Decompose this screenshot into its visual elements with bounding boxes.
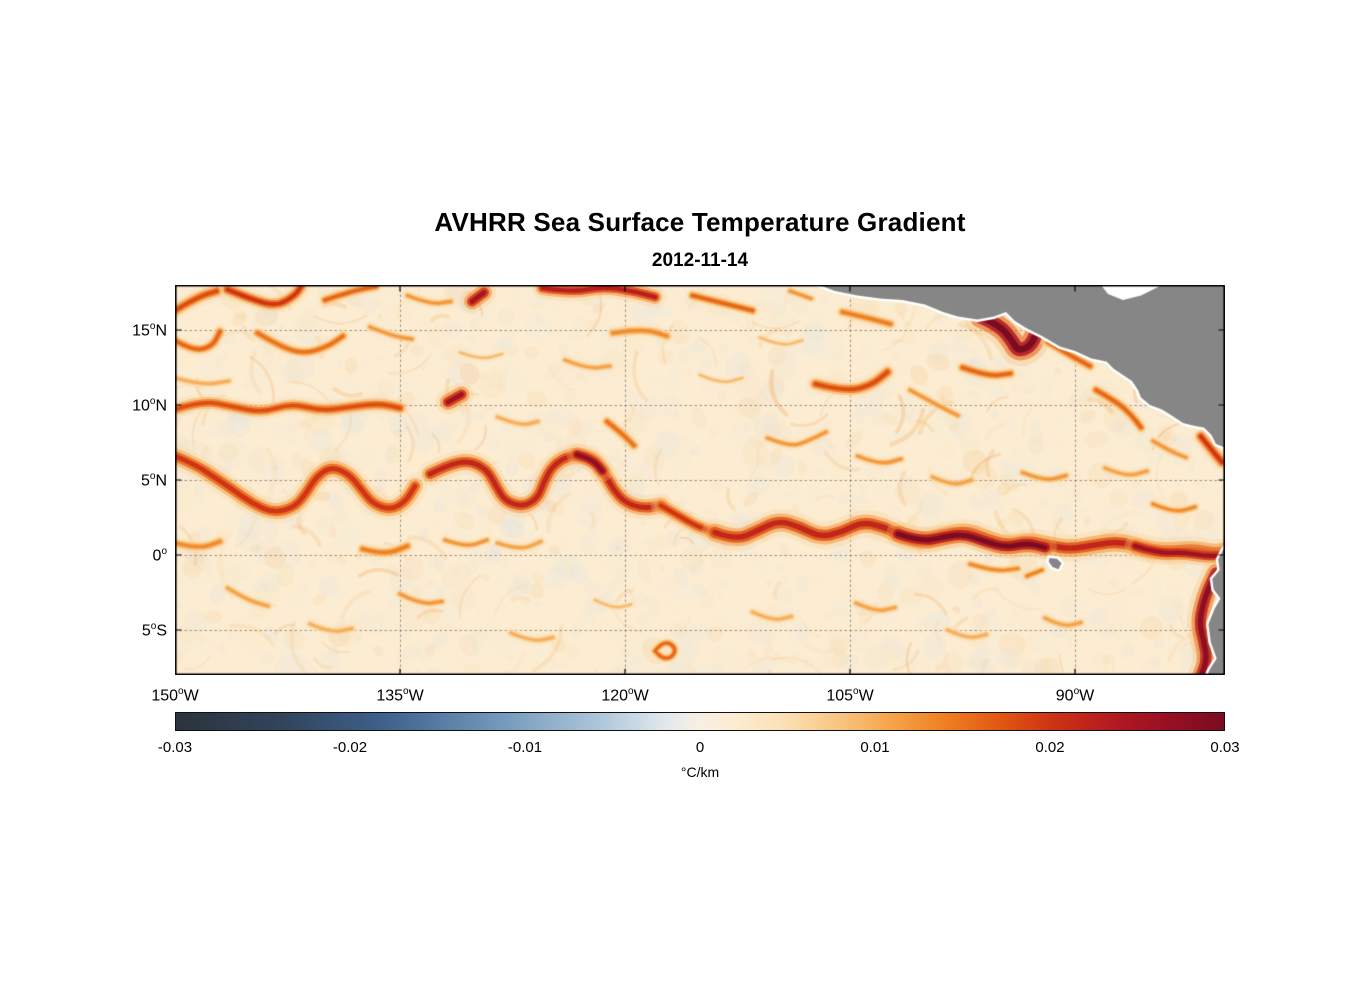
y-axis-tick-label: 10oN <box>132 396 167 415</box>
y-axis-tick-label: 5oN <box>140 471 167 490</box>
map-plot-area: 150oW 135oW 120oW 105oW 90oW 15oN 10oN 5oN 0o 5oS <box>132 285 1225 704</box>
colorbar-label: °C/km <box>680 764 720 780</box>
x-axis-tick-label: 150oW <box>151 686 199 705</box>
colorbar-tick-label: -0.02 <box>332 739 368 756</box>
colorbar-tick-label: 0.03 <box>1210 739 1240 756</box>
colorbar-tick-label: 0.02 <box>1035 739 1065 756</box>
sst-gradient-heatmap-canvas <box>175 285 1225 675</box>
x-axis-tick-label: 105oW <box>826 686 874 705</box>
chart-subtitle: 2012-11-14 <box>651 250 749 271</box>
colorbar-tick-label: -0.03 <box>157 739 193 756</box>
chart-title: AVHRR Sea Surface Temperature Gradient <box>434 207 966 237</box>
colorbar-tick-label: 0.01 <box>860 739 890 756</box>
x-axis-tick-label: 90oW <box>1055 686 1095 705</box>
x-axis-tick-label: 135oW <box>376 686 424 705</box>
colorbar-tick-row: -0.03 -0.02 -0.01 0 0.01 0.02 0.03 <box>158 739 1240 759</box>
colorbar <box>175 712 1225 731</box>
colorbar-tick-label: 0 <box>695 739 705 756</box>
y-axis-tick-label: 0o <box>152 546 167 565</box>
x-axis-tick-label: 120oW <box>601 686 649 705</box>
colorbar-tick-label: -0.01 <box>507 739 543 756</box>
y-axis-tick-label: 15oN <box>132 321 167 340</box>
y-axis-tick-label: 5oS <box>141 621 167 640</box>
